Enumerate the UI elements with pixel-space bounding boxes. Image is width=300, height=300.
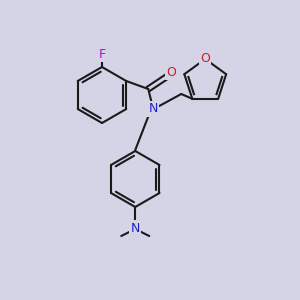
Text: O: O (200, 52, 210, 65)
Text: O: O (166, 65, 176, 79)
Text: N: N (148, 103, 158, 116)
Text: F: F (98, 47, 106, 61)
Text: N: N (130, 221, 140, 235)
